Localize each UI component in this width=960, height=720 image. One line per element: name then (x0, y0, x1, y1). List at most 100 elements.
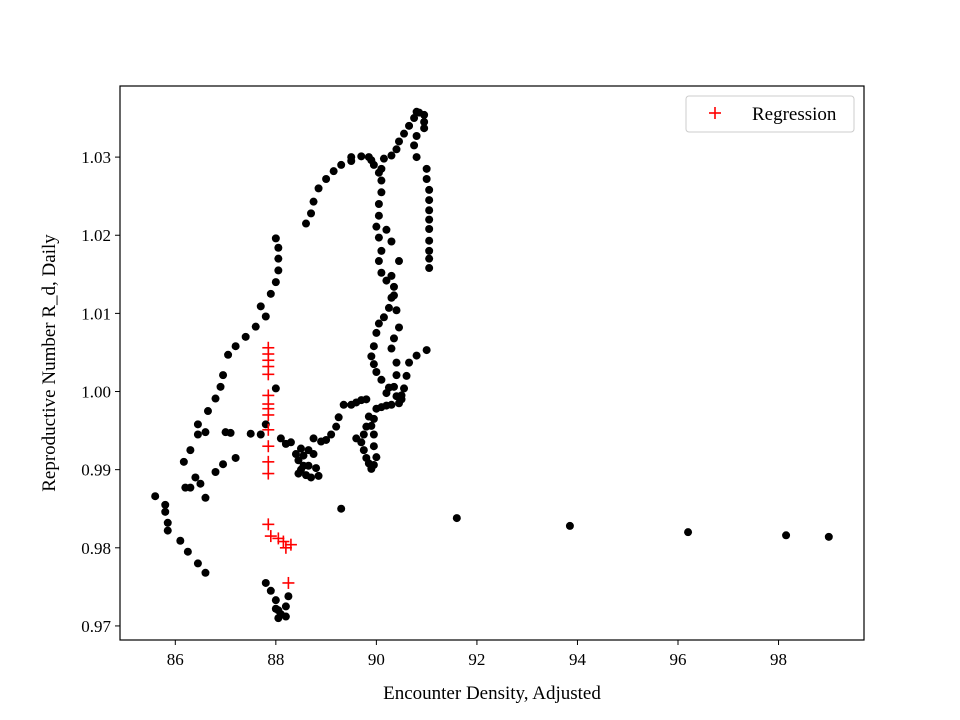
data-point (276, 434, 285, 443)
data-point (357, 152, 366, 161)
data-point (179, 457, 188, 466)
data-point (201, 493, 210, 502)
data-point (211, 468, 220, 477)
regression-point (277, 535, 290, 548)
data-point (294, 456, 303, 465)
data-point (261, 578, 270, 587)
y-tick-label: 0.97 (81, 617, 111, 636)
data-point (392, 145, 401, 154)
data-point (284, 592, 293, 601)
data-point (367, 352, 376, 361)
data-point (329, 167, 338, 176)
data-point (307, 473, 316, 482)
data-point (684, 528, 693, 537)
legend-marker-icon (709, 107, 721, 119)
data-point (271, 234, 280, 243)
data-point (332, 422, 341, 431)
data-point (387, 237, 396, 246)
x-tick-label: 90 (368, 650, 385, 669)
data-point (274, 254, 283, 263)
data-point (420, 117, 429, 126)
y-tick-label: 0.98 (81, 539, 111, 558)
data-point (307, 209, 316, 218)
data-point (374, 257, 383, 266)
data-point (251, 322, 260, 331)
data-point (362, 395, 371, 404)
y-tick-label: 1.02 (81, 226, 111, 245)
data-point (291, 450, 300, 459)
data-point (246, 429, 255, 438)
data-point (296, 444, 305, 453)
regression-point (262, 368, 275, 381)
data-point (274, 266, 283, 275)
data-point (369, 360, 378, 369)
data-point (337, 504, 346, 513)
data-point (392, 306, 401, 315)
data-point (231, 342, 240, 351)
data-point (389, 334, 398, 343)
data-point (211, 394, 220, 403)
data-point (161, 507, 170, 516)
data-point (163, 526, 172, 535)
data-point (377, 268, 386, 277)
data-point (452, 514, 461, 523)
y-tick-label: 0.99 (81, 461, 111, 480)
x-axis-label: Encounter Density, Adjusted (383, 683, 601, 704)
data-point (304, 446, 313, 455)
data-point (782, 531, 791, 540)
data-point (219, 460, 228, 469)
data-point (359, 446, 368, 455)
data-point (425, 236, 434, 245)
data-point (379, 154, 388, 163)
data-point (392, 371, 401, 380)
data-point (314, 184, 323, 193)
data-point (405, 121, 414, 130)
data-point (339, 400, 348, 409)
data-point (186, 446, 195, 455)
data-point (193, 430, 202, 439)
plot-frame (119, 85, 865, 641)
data-point (163, 518, 172, 527)
data-point (382, 389, 391, 398)
regression-point (262, 518, 275, 531)
data-point (377, 164, 386, 173)
legend: Regression (685, 95, 855, 133)
data-point (369, 430, 378, 439)
data-point (183, 547, 192, 556)
x-tick-label: 88 (267, 650, 284, 669)
data-point (425, 215, 434, 224)
data-point (322, 174, 331, 183)
data-point (412, 132, 421, 141)
y-tick-label: 1.01 (81, 304, 111, 323)
data-point (337, 160, 346, 169)
y-axis-label: Reproductive Number R_d, Daily (39, 234, 60, 492)
data-point (309, 197, 318, 206)
data-point (374, 233, 383, 242)
data-point (196, 479, 205, 488)
data-point (410, 114, 419, 123)
data-point (377, 375, 386, 384)
data-point (425, 254, 434, 263)
data-point (420, 124, 429, 133)
data-point (379, 313, 388, 322)
x-tick-label: 92 (468, 650, 485, 669)
data-point (203, 407, 212, 416)
regression-point (262, 423, 275, 436)
data-point (286, 438, 295, 447)
data-point (181, 483, 190, 492)
data-point (425, 246, 434, 255)
data-point (309, 434, 318, 443)
data-point (281, 602, 290, 611)
data-point (420, 110, 429, 119)
data-point (372, 453, 381, 462)
legend-label: Regression (752, 104, 837, 125)
x-tick-label: 98 (770, 650, 787, 669)
data-point (193, 559, 202, 568)
data-point (261, 312, 270, 321)
data-point (216, 382, 225, 391)
x-axis-ticks: 86 88 90 92 94 96 98 (167, 640, 787, 669)
data-point (395, 323, 403, 332)
data-point (191, 473, 200, 482)
data-point (274, 243, 283, 252)
data-point (387, 271, 396, 280)
